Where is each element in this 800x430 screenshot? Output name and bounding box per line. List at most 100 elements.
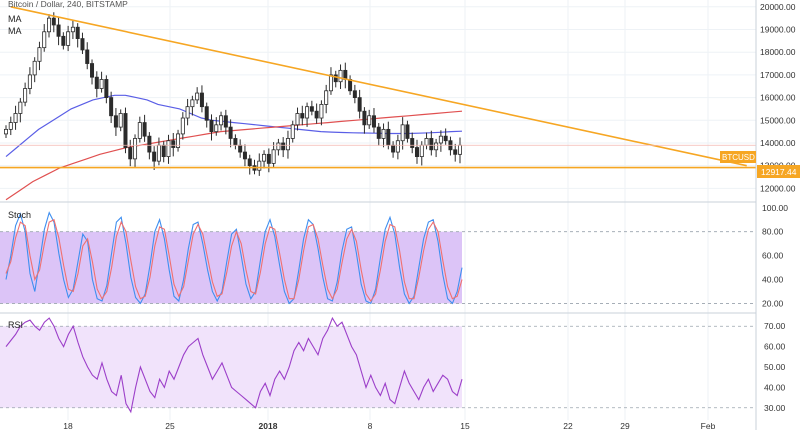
rsi-pane[interactable] <box>0 316 756 414</box>
candle <box>104 75 109 104</box>
candle <box>276 138 281 156</box>
candle <box>309 100 314 116</box>
rsi-tick-label: 70.00 <box>764 321 786 331</box>
candle <box>257 153 262 176</box>
rsi-tick-label: 50.00 <box>764 362 786 372</box>
candle <box>75 23 80 48</box>
candle <box>13 105 18 130</box>
candle <box>8 116 13 136</box>
candle <box>434 138 439 158</box>
rsi-tick-label: 40.00 <box>764 382 786 392</box>
rsi-tick-label: 60.00 <box>764 342 786 352</box>
candle <box>228 119 233 148</box>
candle <box>381 123 386 148</box>
stoch-tick-label: 40.00 <box>762 275 784 285</box>
candle <box>295 107 300 131</box>
candles <box>4 12 462 176</box>
candle <box>300 105 305 126</box>
stoch-pane[interactable] <box>0 211 756 305</box>
price-tick-label: 19000.00 <box>760 25 796 35</box>
candle <box>128 139 133 167</box>
candle <box>219 111 224 131</box>
descending-trendline[interactable] <box>10 6 747 167</box>
price-tick-label: 18000.00 <box>760 47 796 57</box>
rsi-band <box>0 326 462 408</box>
candle <box>362 107 367 134</box>
rsi-line-main <box>5 316 463 414</box>
stoch-tick-label: 60.00 <box>762 251 784 261</box>
candle <box>453 143 458 162</box>
time-axis[interactable]: 18 25 2018 8 15 22 29 Feb <box>63 421 715 430</box>
candle <box>61 32 66 50</box>
price-tick-label: 16000.00 <box>760 93 796 103</box>
candle <box>18 98 23 123</box>
chart-title: Bitcoin / Dollar, 240, BITSTAMP <box>8 0 128 9</box>
symbol-badge: BTCUSD <box>722 153 755 162</box>
time-tick-label: 29 <box>620 421 630 430</box>
candle <box>333 70 338 88</box>
candle <box>285 130 290 159</box>
price-tick-label: 12000.00 <box>760 183 796 193</box>
candle <box>27 67 32 95</box>
candle <box>42 24 47 52</box>
stoch-band <box>0 231 462 304</box>
rsi-label: RSI <box>8 320 23 330</box>
price-tick-label: 20000.00 <box>760 2 796 12</box>
moving-averages <box>5 94 463 201</box>
candle <box>376 123 381 146</box>
rsi-tick-label: 30.00 <box>764 403 786 413</box>
ma-label-2: MA <box>8 26 22 36</box>
candle <box>133 134 138 168</box>
candle <box>90 59 95 85</box>
candle <box>405 120 410 143</box>
candle <box>247 154 252 175</box>
stoch-tick-label: 20.00 <box>762 298 784 308</box>
candle <box>56 17 61 46</box>
candle <box>271 142 276 168</box>
candle <box>185 98 190 126</box>
stoch-line-k <box>5 211 463 305</box>
candle <box>152 146 157 170</box>
candle <box>324 84 329 114</box>
candle <box>262 150 267 169</box>
support-price-badge-bg <box>757 165 800 178</box>
candle <box>290 120 295 143</box>
candle <box>123 107 128 154</box>
candle <box>109 91 114 124</box>
ma-label-1: MA <box>8 14 22 24</box>
candle <box>204 102 209 128</box>
time-tick-label: 25 <box>165 421 175 430</box>
ma-line-fast <box>5 94 463 158</box>
candle <box>338 64 343 89</box>
time-tick-label: Feb <box>701 421 716 430</box>
candle <box>70 19 75 40</box>
candle <box>305 102 310 127</box>
support-price-badge: 12917.44 <box>761 167 797 177</box>
candle <box>66 25 71 52</box>
stoch-tick-label: 100.00 <box>762 203 788 213</box>
stoch-line-d <box>5 218 463 302</box>
candle <box>242 144 247 167</box>
candle <box>23 82 28 107</box>
ma-line-slow <box>5 110 463 201</box>
candle <box>314 103 319 124</box>
stoch-label: Stoch <box>8 210 31 220</box>
candle <box>400 117 405 150</box>
candle <box>367 109 372 129</box>
candle <box>142 114 147 142</box>
candle <box>85 42 90 70</box>
candle <box>47 14 52 38</box>
candle <box>410 132 415 154</box>
candle <box>328 67 333 95</box>
candle <box>438 130 443 152</box>
candle <box>4 125 9 138</box>
candle <box>352 84 357 104</box>
candle <box>429 130 434 156</box>
candle <box>94 71 99 98</box>
time-tick-label: 2018 <box>259 421 278 430</box>
price-pane[interactable] <box>0 6 756 201</box>
candle <box>195 87 200 104</box>
stoch-tick-label: 80.00 <box>762 227 784 237</box>
time-tick-label: 18 <box>63 421 73 430</box>
